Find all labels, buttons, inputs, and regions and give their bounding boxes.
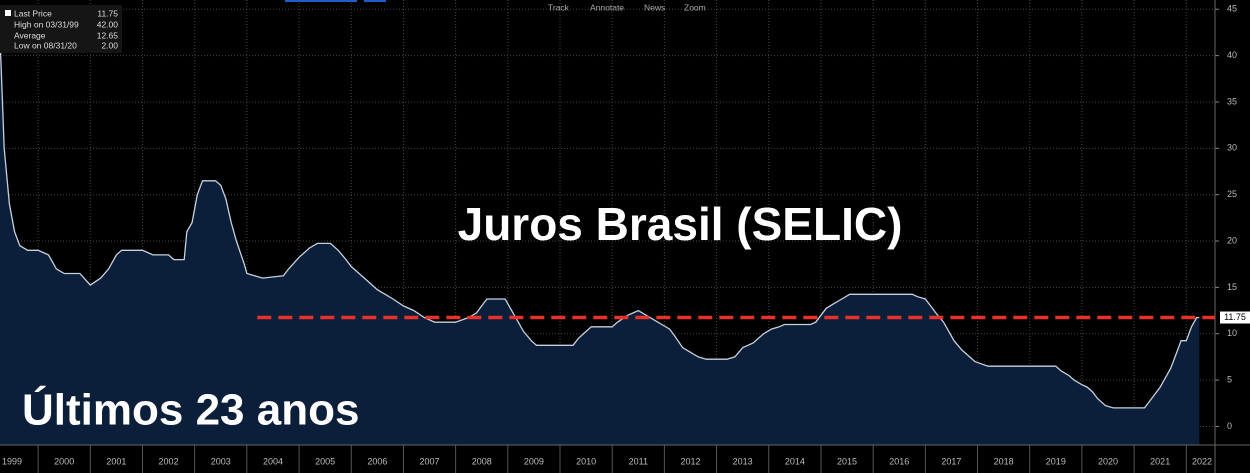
- toolbar: Track Annotate News Zoom: [548, 2, 706, 12]
- y-tick-label: 30: [1227, 143, 1237, 153]
- legend-value: 42.00: [97, 19, 119, 29]
- x-tick-label: 2009: [524, 456, 544, 466]
- legend-swatch: [5, 10, 11, 16]
- x-tick-label: 2016: [889, 456, 909, 466]
- legend-label: Average: [14, 30, 46, 40]
- legend-value: 2.00: [101, 40, 118, 50]
- legend-value: 12.65: [97, 30, 119, 40]
- y-tick-label: 20: [1227, 235, 1237, 245]
- x-tick-label: 2002: [159, 456, 179, 466]
- legend-value: 11.75: [97, 8, 118, 18]
- x-tick-label: 2018: [994, 456, 1014, 466]
- toolbar-button[interactable]: Annotate: [590, 2, 624, 12]
- tab-marker: [285, 0, 357, 2]
- x-tick-label: 2021: [1150, 456, 1170, 466]
- x-tick-label: 2010: [576, 456, 596, 466]
- area-fill: [0, 37, 1200, 445]
- x-tick-label: 2012: [680, 456, 700, 466]
- y-tick-label: 5: [1227, 374, 1232, 384]
- y-tick-label: 35: [1227, 96, 1237, 106]
- legend: Last Price 11.75 High on 03/31/99 42.00 …: [0, 5, 122, 53]
- y-tick-label: 15: [1227, 282, 1237, 292]
- chart-title: Juros Brasil (SELIC): [458, 198, 903, 250]
- y-tick-label: 10: [1227, 328, 1237, 338]
- legend-label: Low on 08/31/20: [14, 40, 77, 50]
- x-tick-label: 2008: [472, 456, 492, 466]
- chart-subtitle: Últimos 23 anos: [22, 385, 359, 435]
- x-tick-label: 2003: [211, 456, 231, 466]
- x-tick-label: 2013: [733, 456, 753, 466]
- toolbar-button[interactable]: Track: [548, 2, 570, 12]
- y-tick-label: 45: [1227, 4, 1237, 14]
- x-tick-label: 2000: [54, 456, 74, 466]
- x-tick-label: 2014: [785, 456, 805, 466]
- tab-marker: [364, 0, 386, 2]
- x-tick-label: 2004: [263, 456, 283, 466]
- x-tick-label: 2017: [941, 456, 961, 466]
- x-tick-label: 2005: [315, 456, 335, 466]
- x-tick-label: 2001: [106, 456, 126, 466]
- toolbar-button[interactable]: News: [644, 2, 665, 12]
- y-tick-label: 0: [1227, 421, 1232, 431]
- legend-label: Last Price: [14, 8, 52, 18]
- x-tick-label: 2011: [629, 456, 648, 466]
- x-tick-label: 1999: [2, 456, 22, 466]
- x-tick-label: 2006: [367, 456, 387, 466]
- x-tick-label: 2019: [1046, 456, 1066, 466]
- y-tick-label: 25: [1227, 189, 1237, 199]
- legend-box: [0, 5, 122, 53]
- x-tick-label: 2020: [1098, 456, 1118, 466]
- x-tick-label: 2007: [420, 456, 440, 466]
- series-line: [0, 37, 1200, 409]
- legend-label: High on 03/31/99: [14, 19, 79, 29]
- last-value-label: 11.75: [1224, 312, 1246, 322]
- x-tick-label: 2015: [837, 456, 857, 466]
- x-tick-label: 2022: [1192, 456, 1212, 466]
- toolbar-button[interactable]: Zoom: [684, 2, 706, 12]
- last-value-tag: [1220, 311, 1250, 324]
- y-tick-label: 40: [1227, 50, 1237, 60]
